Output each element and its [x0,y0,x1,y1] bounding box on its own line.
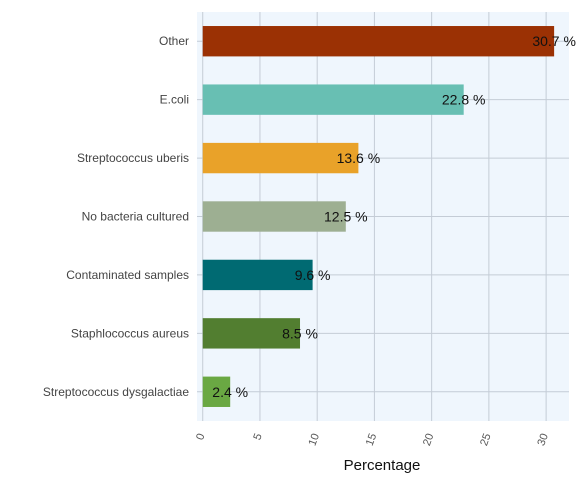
data-labels: 30.7 % 22.8 % 13.6 % 12.5 % 9.6 % 8.5 % 2.4 % [212,33,576,400]
data-label: 8.5 % [282,325,318,341]
x-tick-label: 20 [421,432,436,448]
bar [202,84,464,115]
data-label: 9.6 % [295,267,331,283]
category-label: Streptococcus uberis [77,151,189,165]
bar [202,142,359,174]
data-label: 2.4 % [212,384,248,400]
bar [202,26,555,57]
category-label: Other [159,34,189,48]
bars [202,26,555,407]
data-label: 13.6 % [337,150,381,166]
x-tick-label: 15 [364,432,379,448]
bar [202,318,301,349]
x-tick-label: 30 [535,432,550,448]
category-label: Contaminated samples [66,268,189,282]
category-label: Streptococcus dysgalactiae [43,385,189,399]
bar [202,376,231,407]
x-tick-label: 10 [307,432,322,448]
category-label: Staphlococcus aureus [71,326,189,340]
x-tick-label: 0 [194,432,207,442]
data-label: 12.5 % [324,209,368,225]
bar [202,259,313,291]
x-axis-title: Percentage [344,457,421,474]
category-labels: Other E.coli Streptococcus uberis No bacter… [43,34,189,399]
category-label: E.coli [160,93,189,107]
x-tick-label: 5 [251,432,264,442]
x-tick-labels: 0 5 10 15 20 25 30 [194,432,551,448]
bar [202,201,346,232]
data-label: 22.8 % [442,92,486,108]
data-label: 30.7 % [532,33,576,49]
category-label: No bacteria cultured [82,210,189,224]
x-tick-label: 25 [478,432,493,448]
